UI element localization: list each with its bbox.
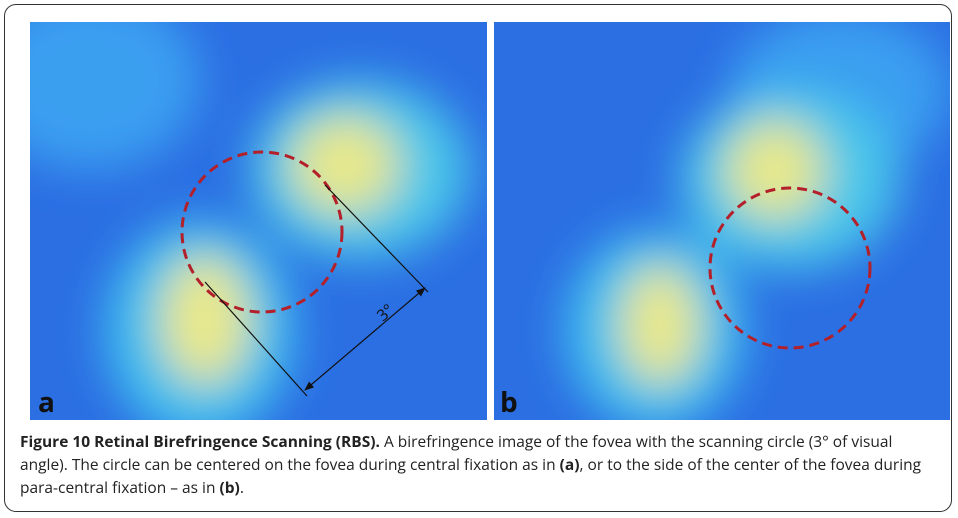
scan-circle xyxy=(708,186,872,350)
panel-a-image xyxy=(30,22,487,420)
panel-label: a xyxy=(38,383,55,421)
caption: Figure 10 Retinal Birefringence Scanning… xyxy=(20,430,940,499)
dimension-arrow xyxy=(304,287,426,391)
scan-circle xyxy=(180,150,344,314)
caption-ref: (a) xyxy=(559,453,580,475)
panel-b-image xyxy=(494,22,950,420)
panel-label: b xyxy=(500,383,518,421)
dimension-line xyxy=(204,281,308,397)
figure-frame xyxy=(4,4,952,512)
caption-text: . xyxy=(239,476,244,498)
caption-ref: (b) xyxy=(219,476,240,498)
figure-image: 3° a b xyxy=(30,22,950,421)
caption-text: , or to the side of the center of the fo… xyxy=(20,453,922,498)
caption-title: Figure 10 Retinal Birefringence Scanning… xyxy=(20,430,380,452)
caption-text: A birefringence image of the fovea with … xyxy=(20,430,893,475)
dimension-line xyxy=(324,184,429,293)
